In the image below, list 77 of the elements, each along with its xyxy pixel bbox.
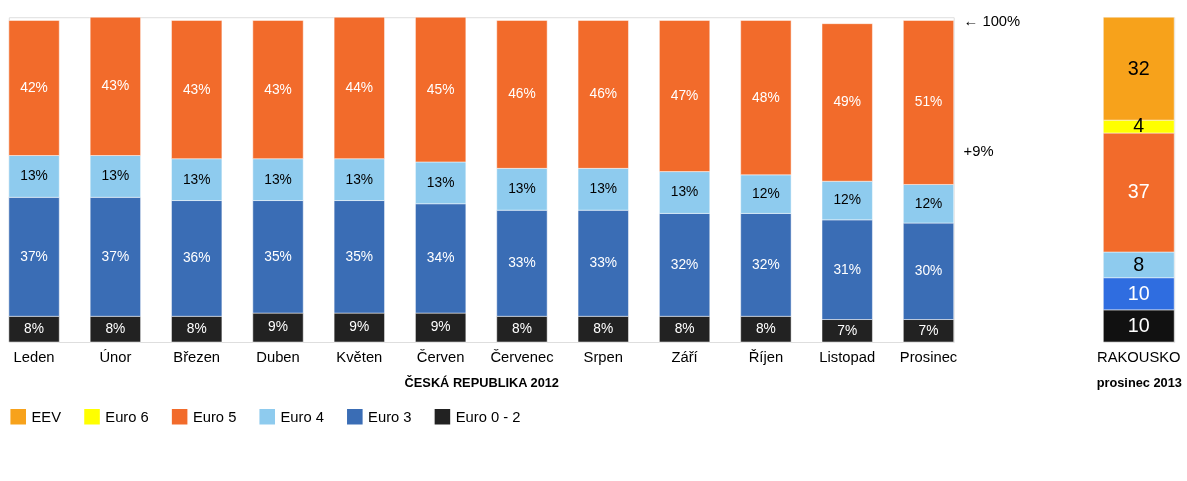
data-label: 12% [914, 195, 943, 211]
data-label: 8% [105, 321, 126, 337]
data-label: 8 [1133, 252, 1145, 275]
data-label: 33% [589, 255, 618, 271]
data-label: 8% [512, 321, 532, 337]
data-label: 37% [101, 248, 130, 264]
data-label: 4 [1133, 114, 1145, 137]
text: ← 100% [963, 13, 1021, 30]
data-label: 13% [670, 184, 699, 200]
data-label: 9% [349, 319, 370, 335]
data-label: 9% [268, 319, 288, 335]
data-label: 13% [20, 168, 48, 184]
legend-label: Euro 0 - 2 [455, 408, 521, 425]
x-tick-label: Září [671, 349, 699, 366]
data-label: 13% [182, 171, 211, 187]
x-tick-label: Únor [99, 349, 132, 366]
data-label: 34% [426, 250, 455, 266]
data-label: 10 [1127, 313, 1150, 336]
data-label: 31% [833, 261, 861, 277]
data-label: 35% [264, 248, 292, 264]
x-tick-label: Listopad [819, 349, 876, 366]
data-label: 8% [755, 321, 776, 337]
x-tick-label: RAKOUSKO [1096, 349, 1181, 366]
x-tick-label: Červenec [490, 349, 554, 366]
legend-label: EEV [31, 408, 62, 425]
data-label: 13% [589, 181, 618, 197]
x-tick-label: Březen [173, 349, 221, 366]
legend-label: Euro 5 [192, 408, 237, 425]
data-label: 7% [837, 322, 858, 338]
data-label: 32 [1127, 56, 1150, 79]
data-label: 37 [1127, 180, 1150, 203]
x-tick-label: Srpen [583, 349, 623, 366]
data-label: 13% [508, 181, 536, 197]
x-axis-title: prosinec 2013 [1096, 374, 1182, 390]
data-label: 8% [186, 321, 207, 337]
data-label: 8% [674, 321, 695, 337]
data-label: 7% [918, 322, 939, 338]
legend-label: Euro 6 [105, 408, 149, 425]
data-label: 8% [24, 321, 45, 337]
data-label: 37% [20, 248, 48, 264]
data-label: 10 [1127, 281, 1150, 304]
data-label: 8% [593, 321, 614, 337]
data-label: 12% [833, 192, 861, 208]
data-label: 35% [345, 248, 374, 264]
data-label: 36% [182, 250, 211, 266]
data-label: 9% [430, 319, 451, 335]
x-tick-label: Květen [336, 349, 383, 366]
data-label: 30% [914, 263, 943, 279]
data-label: 43% [182, 81, 211, 97]
data-label: 45% [426, 81, 455, 97]
x-axis-title: ČESKÁ REPUBLIKA 2012 [404, 374, 559, 390]
data-label: 51% [914, 94, 943, 110]
data-label: 43% [264, 81, 292, 97]
data-label: 13% [426, 174, 455, 190]
data-label: 49% [833, 94, 861, 110]
x-tick-label: Duben [256, 349, 300, 366]
x-tick-label: Říjen [748, 349, 784, 366]
data-label: 13% [264, 171, 292, 187]
x-tick-label: Leden [13, 349, 55, 366]
data-label: 44% [345, 79, 374, 95]
data-label: 13% [345, 171, 374, 187]
legend-label: Euro 4 [280, 408, 324, 425]
data-label: 12% [752, 186, 780, 202]
data-label: 46% [589, 86, 618, 102]
data-label: 13% [101, 168, 130, 184]
data-label: 47% [670, 87, 699, 103]
x-tick-label: Prosinec [899, 349, 958, 366]
data-label: 32% [752, 256, 780, 272]
data-label: 48% [752, 89, 780, 105]
data-label: 33% [508, 255, 536, 271]
legend-label: Euro 3 [368, 408, 412, 425]
data-label: 32% [670, 256, 699, 272]
text: +9% [963, 143, 994, 160]
data-label: 46% [508, 86, 536, 102]
data-label: 42% [20, 79, 48, 95]
data-label: 43% [101, 78, 130, 94]
x-tick-label: Červen [416, 349, 465, 366]
